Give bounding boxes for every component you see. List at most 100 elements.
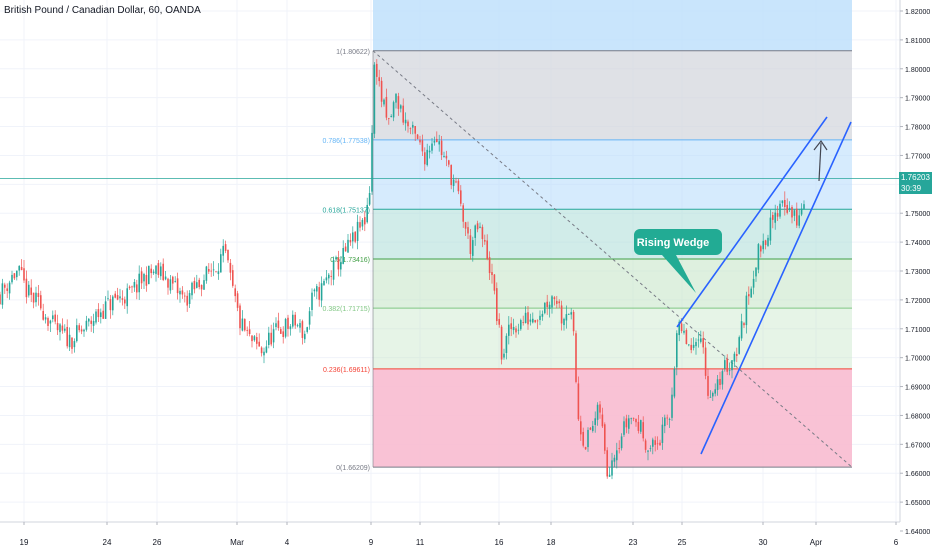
candle	[92, 320, 95, 326]
wedge-lower-line	[700, 121, 852, 455]
candle	[181, 290, 184, 295]
candle	[472, 240, 474, 256]
candle	[102, 310, 104, 319]
candle	[428, 150, 431, 153]
candle	[30, 287, 32, 295]
candle	[354, 231, 356, 242]
candle	[71, 337, 73, 349]
candle	[13, 273, 16, 279]
candle	[500, 326, 503, 360]
candle	[601, 414, 604, 427]
candle	[515, 328, 517, 333]
candle	[385, 96, 388, 118]
candle	[359, 222, 361, 228]
candle	[563, 318, 565, 326]
price-tick-label: 1.70000	[905, 356, 930, 363]
candle	[616, 450, 618, 461]
time-tick-label: 25	[678, 538, 687, 547]
candle	[11, 274, 13, 283]
candle	[40, 295, 42, 309]
up-arrow-shaft	[818, 142, 822, 182]
candle	[380, 80, 383, 102]
fib-level-label: 0.236(1.69611)	[323, 367, 370, 374]
candle	[791, 207, 793, 218]
candle	[73, 341, 76, 348]
candle	[376, 63, 378, 77]
time-tick-label: 19	[20, 538, 29, 547]
candle	[539, 315, 541, 321]
candle	[241, 318, 244, 331]
time-tick-label: 23	[629, 538, 638, 547]
candle	[652, 439, 654, 447]
candle	[8, 282, 11, 294]
candle	[788, 207, 791, 211]
candle	[284, 318, 287, 337]
candle	[596, 404, 599, 420]
candle	[208, 269, 210, 272]
candle	[280, 329, 282, 334]
candle	[143, 273, 145, 282]
candle	[162, 263, 164, 281]
candle	[402, 105, 404, 123]
candle	[397, 96, 400, 109]
candle	[690, 344, 692, 351]
candle	[769, 217, 772, 241]
candle	[592, 425, 594, 431]
candle	[440, 140, 443, 156]
candle	[155, 265, 157, 274]
candle	[234, 288, 236, 297]
candle	[757, 244, 760, 270]
bar-countdown: 30:39	[901, 184, 922, 193]
candle	[709, 396, 712, 398]
candle	[328, 274, 330, 279]
candle	[553, 297, 556, 300]
callout-text: Rising Wedge	[637, 237, 710, 249]
candle	[635, 418, 637, 423]
candle	[431, 143, 433, 151]
candle	[803, 204, 805, 209]
candle	[366, 204, 368, 223]
time-tick-label: 9	[369, 538, 374, 547]
candle	[450, 164, 452, 186]
candle	[486, 240, 488, 260]
candle	[64, 328, 66, 331]
candle	[767, 237, 769, 246]
candle	[510, 323, 512, 330]
candle	[664, 417, 666, 427]
candle	[164, 276, 167, 280]
candle	[198, 279, 200, 288]
candle	[445, 155, 448, 159]
candle	[560, 305, 563, 324]
candle	[18, 265, 20, 271]
candle	[479, 226, 481, 228]
candle	[258, 341, 260, 347]
time-axis-bg	[0, 522, 900, 550]
fib-level-label: 0.618(1.75137)	[323, 207, 370, 214]
fib-zone	[373, 258, 852, 309]
fib-trend-line	[372, 50, 853, 468]
candle	[196, 282, 198, 288]
candle	[404, 119, 407, 124]
price-tick-label: 1.66000	[905, 471, 930, 478]
candle	[160, 266, 162, 277]
candle	[229, 262, 232, 273]
candle	[671, 394, 673, 418]
fib-zone	[373, 368, 852, 468]
candle	[637, 421, 640, 431]
last-price-tag: 1.76203 30:39	[899, 172, 932, 194]
candle	[673, 368, 676, 397]
candle	[128, 286, 131, 289]
candle	[508, 324, 510, 336]
candle	[544, 302, 546, 314]
candle	[685, 329, 688, 345]
price-tick-label: 1.81000	[905, 38, 930, 45]
candle	[56, 323, 59, 331]
price-tick-label: 1.77000	[905, 153, 930, 160]
candle	[167, 278, 169, 288]
fib-level-label: 0(1.66209)	[336, 465, 370, 472]
candle	[342, 247, 344, 264]
candle	[536, 320, 539, 322]
candle	[457, 180, 460, 192]
candle	[755, 267, 757, 277]
